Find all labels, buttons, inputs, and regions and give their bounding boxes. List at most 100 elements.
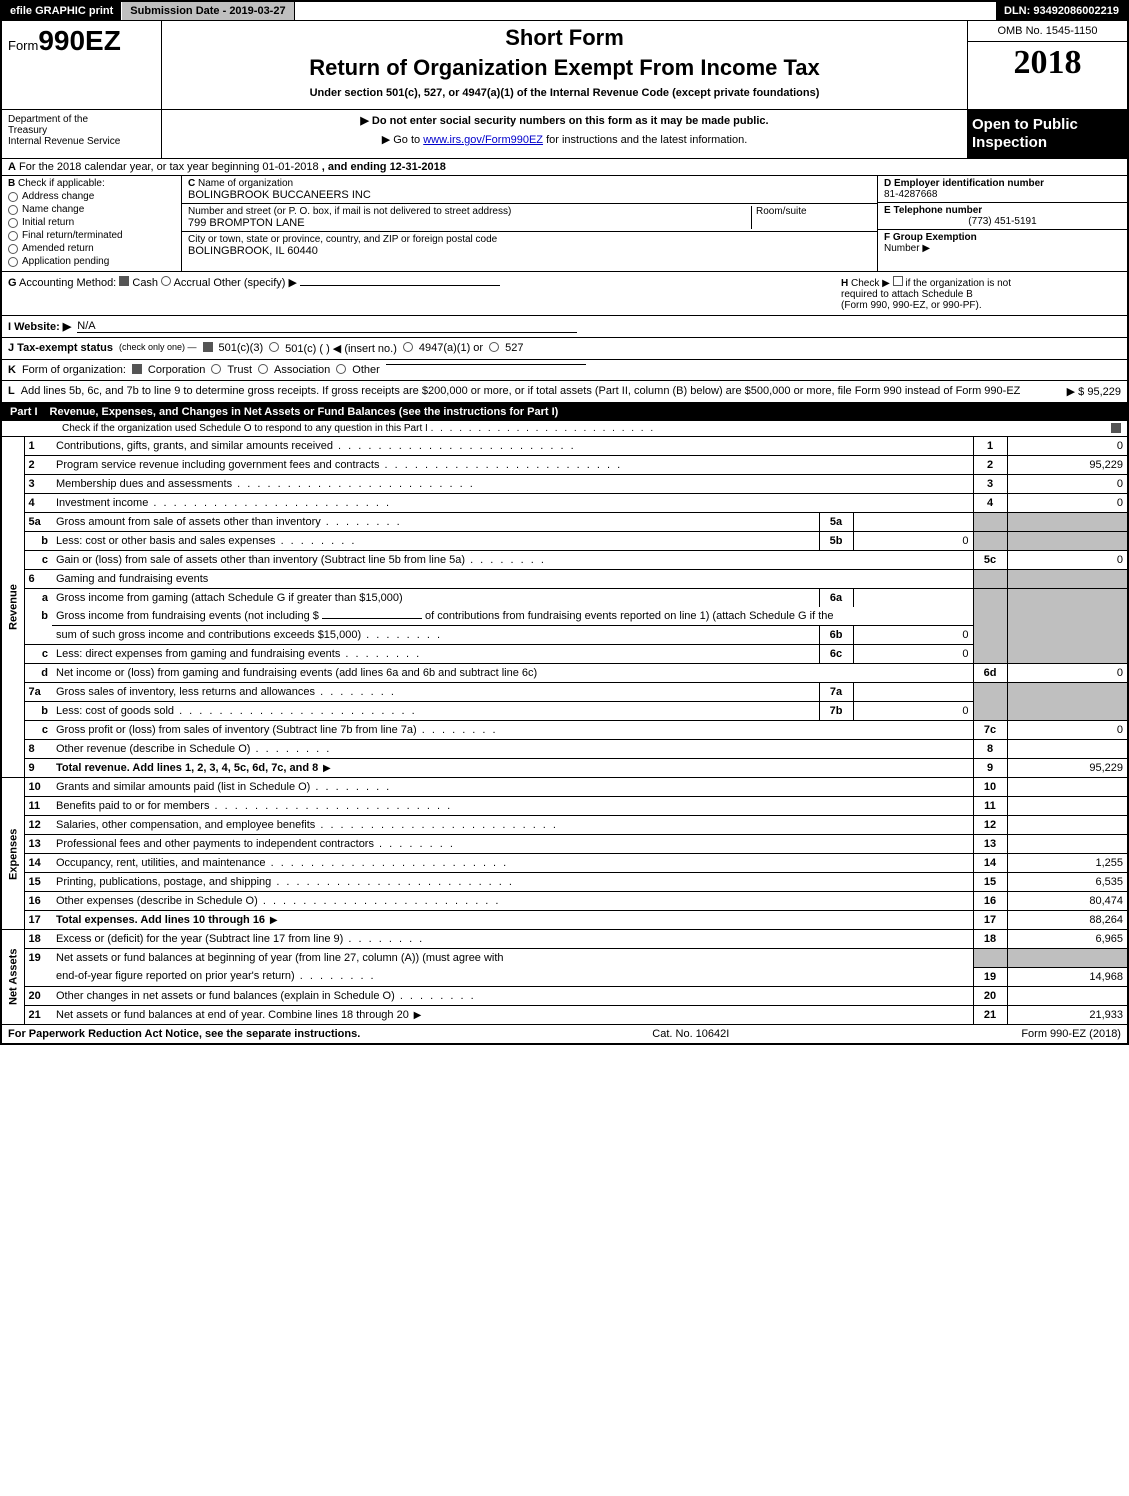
chk-label: Amended return [22,243,94,254]
line-midnum: 7a [819,683,853,702]
dept-line2: Treasury [8,125,155,136]
chk-final-return[interactable]: Final return/terminated [8,230,175,241]
section-d-label: D Employer identification number [884,178,1121,189]
line-rval [1007,740,1127,759]
chk-527[interactable] [489,342,499,352]
line-midval [853,513,973,532]
line-midval: 0 [853,702,973,721]
header: Form990EZ Short Form Return of Organizat… [2,20,1127,109]
accrual-label: Accrual [174,277,211,289]
shaded-cell [1007,589,1127,608]
line-desc: Gross amount from sale of assets other t… [52,513,819,532]
section-a-text: For the 2018 calendar year, or tax year … [19,161,319,173]
section-e-label: E Telephone number [884,205,1121,216]
line-midval [853,683,973,702]
chk-corporation[interactable] [132,364,142,374]
opt-corp: Corporation [148,364,205,376]
line-num: 13 [24,835,52,854]
line-rnum: 16 [973,892,1007,911]
line-desc: Gross sales of inventory, less returns a… [52,683,819,702]
radio-icon [8,218,18,228]
section-l-text: Add lines 5b, 6c, and 7b to line 9 to de… [21,385,1061,397]
chk-schedule-o[interactable] [1111,423,1121,433]
sections-bcdef: B Check if applicable: Address change Na… [2,175,1127,271]
section-b-checkif: Check if applicable: [18,178,105,189]
chk-application-pending[interactable]: Application pending [8,256,175,267]
section-a: A For the 2018 calendar year, or tax yea… [2,158,1127,175]
arrow-icon: ▶ [922,243,930,254]
line-num: 9 [24,759,52,778]
header-center: Short Form Return of Organization Exempt… [162,21,967,109]
irs-link[interactable]: www.irs.gov/Form990EZ [423,134,543,146]
line-rnum: 9 [973,759,1007,778]
line-rnum: 1 [973,437,1007,456]
chk-4947[interactable] [403,342,413,352]
chk-accrual[interactable] [161,276,171,286]
line-desc: end-of-year figure reported on prior yea… [52,967,973,986]
opt-4947: 4947(a)(1) or [419,342,483,354]
line-rval: 21,933 [1007,1005,1127,1024]
line-desc: Investment income [52,494,973,513]
line-rval: 88,264 [1007,911,1127,930]
footer-right: Form 990-EZ (2018) [1021,1028,1121,1040]
line-blank [24,967,52,986]
shaded-cell [1007,532,1127,551]
open-to-public: Open to Public Inspection [967,110,1127,158]
form-container: efile GRAPHIC print Submission Date - 20… [0,0,1129,1045]
line-desc: Net income or (loss) from gaming and fun… [52,664,973,683]
chk-cash[interactable] [119,276,129,286]
radio-icon [8,205,18,215]
line-rval: 0 [1007,551,1127,570]
chk-501c3[interactable] [203,342,213,352]
section-k-label: K [8,364,16,376]
line-rval [1007,986,1127,1005]
form-number: 990EZ [38,25,121,56]
form-org-other-input[interactable] [386,364,586,365]
shaded-cell [973,702,1007,721]
line-num: 7a [24,683,52,702]
revenue-side-label: Revenue [2,437,24,778]
chk-address-change[interactable]: Address change [8,191,175,202]
shaded-cell [973,532,1007,551]
shaded-cell [1007,626,1127,645]
line-desc: Other revenue (describe in Schedule O) [52,740,973,759]
line-num: 15 [24,873,52,892]
dept-center: Do not enter social security numbers on … [162,110,967,158]
chk-501c[interactable] [269,342,279,352]
line-rnum: 2 [973,456,1007,475]
line-desc: Net assets or fund balances at end of ye… [52,1005,973,1024]
opt-trust: Trust [227,364,252,376]
chk-schedule-b[interactable] [893,276,903,286]
line-desc: Gain or (loss) from sale of assets other… [52,551,973,570]
line-num: 19 [24,949,52,968]
dept-line3: Internal Revenue Service [8,136,155,147]
goto-suffix: for instructions and the latest informat… [546,134,747,146]
section-f-label: F Group Exemption [884,232,977,243]
section-c: C Name of organization BOLINGBROOK BUCCA… [182,176,877,271]
line-rnum: 7c [973,721,1007,740]
chk-name-change[interactable]: Name change [8,204,175,215]
line-midnum: 6c [819,645,853,664]
other-specify-input[interactable] [300,285,500,286]
shaded-cell [973,645,1007,664]
chk-other[interactable] [336,364,346,374]
line-num: d [24,664,52,683]
lines-table: Revenue 1 Contributions, gifts, grants, … [2,436,1127,1024]
line-rval: 0 [1007,494,1127,513]
efile-print-button[interactable]: efile GRAPHIC print [2,2,122,20]
chk-trust[interactable] [211,364,221,374]
chk-initial-return[interactable]: Initial return [8,217,175,228]
line-num: b [24,607,52,626]
chk-association[interactable] [258,364,268,374]
line-rnum: 4 [973,494,1007,513]
line-6b-amount-input[interactable] [322,618,422,619]
line-rval: 0 [1007,437,1127,456]
chk-label: Name change [22,204,84,215]
name-label: Name of organization [198,178,293,189]
chk-amended-return[interactable]: Amended return [8,243,175,254]
line-rval: 95,229 [1007,759,1127,778]
line-num: 12 [24,816,52,835]
line-rval [1007,816,1127,835]
line-rnum: 5c [973,551,1007,570]
shaded-cell [973,570,1007,589]
